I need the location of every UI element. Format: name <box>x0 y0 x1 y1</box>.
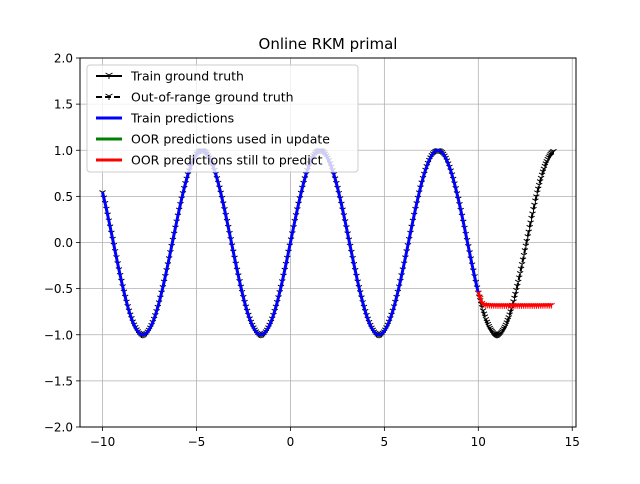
data-point-marker <box>514 279 522 286</box>
data-point-marker <box>529 211 536 218</box>
legend-label: Out-of-range ground truth <box>131 90 294 105</box>
x-tick-label: 15 <box>565 435 580 449</box>
data-point-marker <box>527 220 534 227</box>
legend-entry: OOR predictions still to predict <box>96 153 323 168</box>
data-point-marker <box>548 302 555 309</box>
data-point-marker <box>513 287 520 294</box>
y-tick-label: −1.0 <box>44 328 73 342</box>
data-point-marker <box>528 215 535 222</box>
data-point-marker <box>105 93 113 100</box>
data-point-marker <box>532 198 539 205</box>
series-train-predictions <box>101 148 480 337</box>
x-tick-label: 10 <box>471 435 486 449</box>
y-tick-label: 1.5 <box>54 98 73 112</box>
data-point-marker <box>475 290 482 297</box>
data-point-marker <box>105 72 113 79</box>
x-tick-label: 0 <box>287 435 295 449</box>
y-tick-label: 2.0 <box>54 52 73 66</box>
data-point-marker <box>550 148 557 155</box>
chart-title: Online RKM primal <box>259 35 398 53</box>
series-line <box>101 148 480 337</box>
data-point-marker <box>476 295 484 302</box>
legend-entry: OOR predictions used in update <box>96 132 330 147</box>
data-point-marker <box>521 248 529 254</box>
legend-entry: Train predictions <box>96 111 234 126</box>
legend-label: OOR predictions still to predict <box>131 153 323 168</box>
y-tick-label: −1.5 <box>44 374 73 388</box>
x-tick-label: −5 <box>188 435 206 449</box>
data-point-marker <box>523 238 531 245</box>
legend-box <box>86 64 359 173</box>
y-tick-label: 1.0 <box>54 144 73 158</box>
y-tick-label: −0.5 <box>44 282 73 296</box>
data-point-marker <box>520 252 528 259</box>
data-point-marker <box>522 243 530 250</box>
data-point-marker <box>530 206 537 213</box>
legend-label: Train predictions <box>130 111 234 126</box>
data-point-marker <box>533 194 540 200</box>
data-point-marker <box>516 270 524 277</box>
y-tick-label: 0.5 <box>54 190 73 204</box>
data-point-marker <box>514 283 521 290</box>
data-point-marker <box>519 257 527 264</box>
legend-label: OOR predictions used in update <box>131 132 330 147</box>
data-point-marker <box>512 291 519 298</box>
data-point-marker <box>511 295 518 302</box>
series-out-of-range-ground-truth <box>475 148 557 339</box>
data-point-marker <box>524 234 532 240</box>
data-point-marker <box>518 261 526 268</box>
data-point-marker <box>526 224 533 231</box>
data-point-marker <box>531 202 538 209</box>
legend-entry: Out-of-range ground truth <box>96 90 294 105</box>
data-point-marker <box>517 266 525 273</box>
legend-entry: Train ground truth <box>96 69 244 84</box>
series-oor-predictions-still-to-predict <box>475 290 555 309</box>
x-tick-label: 5 <box>381 435 389 449</box>
data-point-marker <box>533 190 541 196</box>
legend: Train ground truth Out-of-range ground tr… <box>86 64 359 173</box>
y-tick-label: −2.0 <box>44 421 73 435</box>
x-tick-label: −10 <box>90 435 115 449</box>
data-point-marker <box>515 275 523 281</box>
ticks: −10 −5 0 5 10 15 −2.0 −1.5 −1.0 −0.5 0.0 0.5 1.0 1.5 2… <box>44 52 580 450</box>
data-point-marker <box>525 229 533 236</box>
legend-label: Train ground truth <box>130 69 244 84</box>
y-tick-label: 0.0 <box>54 236 73 250</box>
